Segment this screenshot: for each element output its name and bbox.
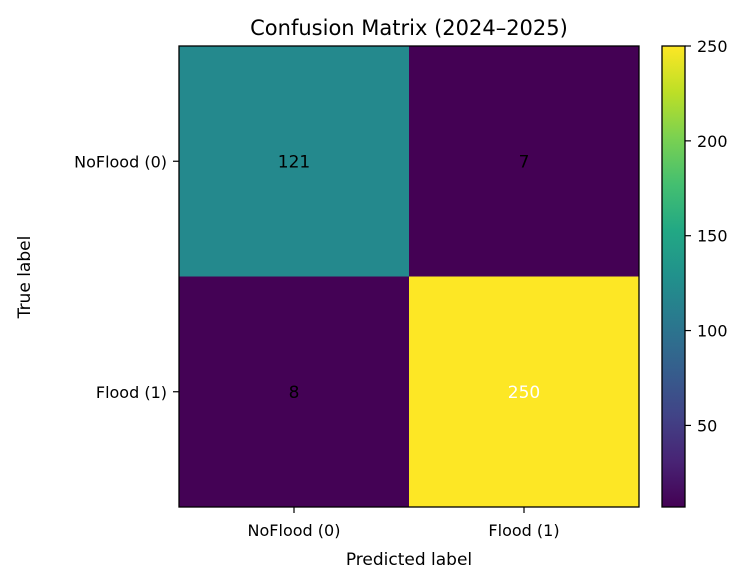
colorbar-tick-label-1: 100 (697, 322, 728, 341)
y-tick-label-0: NoFlood (0) (74, 152, 167, 171)
colorbar-tick-label-3: 200 (697, 132, 728, 151)
cell-value-r1-c0: 8 (289, 383, 300, 403)
matrix-cell-r1-c1 (409, 276, 639, 507)
y-tick-label-1: Flood (1) (96, 383, 167, 402)
x-axis-ticks: NoFlood (0) Flood (1) (248, 507, 560, 540)
matrix-cell-r0-c0 (179, 46, 409, 277)
y-axis-label: True label (15, 236, 35, 320)
matrix-cell-r0-c1 (409, 46, 639, 277)
y-axis-ticks: NoFlood (0) Flood (1) (74, 152, 179, 402)
colorbar-tick-label-4: 250 (697, 37, 728, 56)
colorbar (662, 46, 685, 507)
x-tick-label-1: Flood (1) (488, 521, 559, 540)
chart-title: Confusion Matrix (2024–2025) (250, 16, 568, 40)
cell-value-r0-c0: 121 (278, 152, 310, 172)
matrix-frame (178, 45, 640, 508)
cell-value-r0-c1: 7 (519, 152, 530, 172)
x-tick-label-0: NoFlood (0) (248, 521, 341, 540)
matrix-cells (179, 46, 639, 507)
colorbar-ticks: 50 100 150 200 250 (685, 37, 728, 435)
colorbar-tick-label-2: 150 (697, 227, 728, 246)
matrix-cell-labels: 121 7 8 250 (278, 152, 540, 403)
cell-value-r1-c1: 250 (508, 383, 540, 403)
matrix-cell-r1-c0 (179, 276, 409, 507)
colorbar-frame (661, 45, 686, 508)
x-axis-label: Predicted label (346, 550, 472, 570)
colorbar-tick-label-0: 50 (697, 416, 717, 435)
